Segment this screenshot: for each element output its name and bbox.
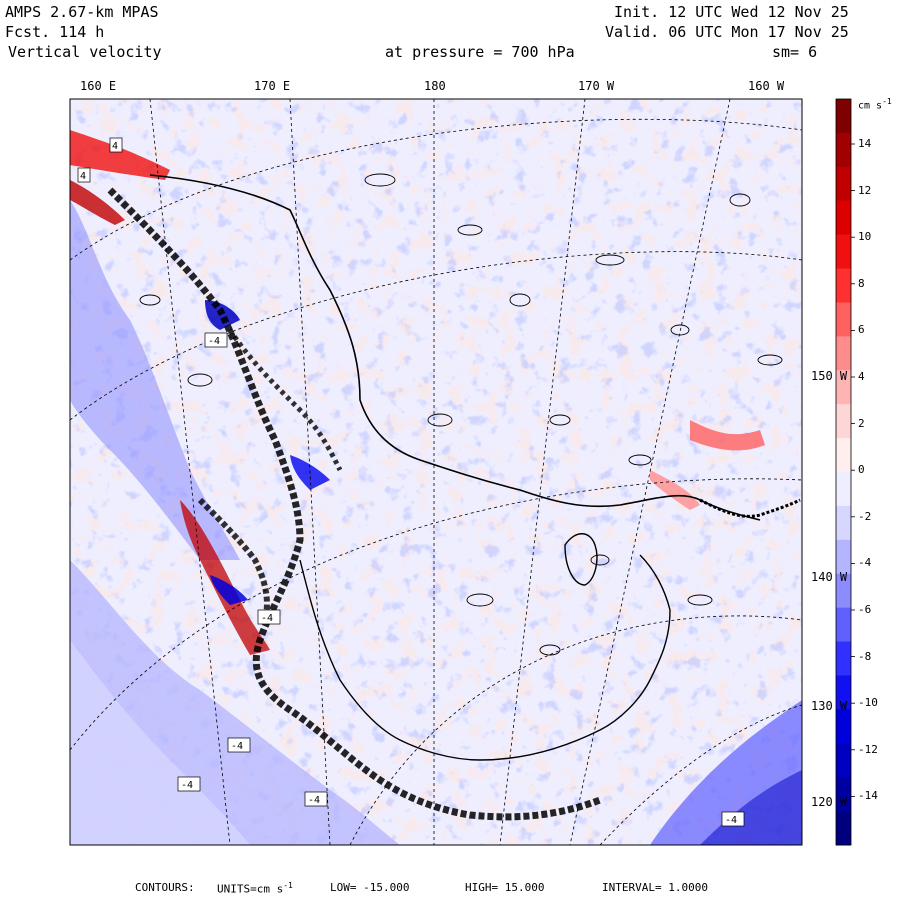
map-frame <box>69 98 803 846</box>
graticule <box>70 99 802 845</box>
model-title: AMPS 2.67-km MPAS <box>5 3 159 21</box>
lon-label-140w: 140 W <box>811 570 848 584</box>
colorbar-swatch <box>836 404 851 439</box>
colorbar-swatch <box>836 777 851 812</box>
colorbar-swatch <box>836 99 851 134</box>
lon-label-130w: 130 W <box>811 699 848 713</box>
field-name: Vertical velocity <box>8 43 162 61</box>
footer-units: UNITS=cm s-1 <box>217 881 293 896</box>
valid-time: Valid. 06 UTC Mon 17 Nov 25 <box>605 23 849 41</box>
colorbar-swatch <box>836 641 851 676</box>
contour-label-blue: -4 <box>181 780 193 791</box>
colorbar-tick-label: 12 <box>858 183 872 197</box>
lon-label-120w: 120 W <box>811 795 848 809</box>
contour-lines <box>139 173 783 656</box>
footer-high: HIGH= 15.000 <box>465 881 545 894</box>
colorbar-swatch <box>836 573 851 609</box>
contour-label-blue: -4 <box>261 613 273 624</box>
colorbar-tick-label: -14 <box>858 789 878 803</box>
footer-interval: INTERVAL= 1.0000 <box>602 881 708 894</box>
contour-label-blue: -4 <box>725 815 737 826</box>
grounding-line <box>299 554 671 761</box>
colorbar-units: cm s-1 <box>858 97 892 112</box>
lon-label-160w: 160 W <box>748 79 785 93</box>
blue-region-west <box>70 200 240 560</box>
colorbar-swatch <box>836 709 851 744</box>
contour-label-blue: -4 <box>231 741 243 752</box>
mountain-ridge <box>107 187 602 821</box>
footer-low: LOW= -15.000 <box>330 881 410 894</box>
colorbar-tick-label: 6 <box>858 323 865 337</box>
colorbar-tick-label: -12 <box>858 742 878 756</box>
colorbar-swatch <box>836 607 851 643</box>
colorbar-swatch <box>836 505 851 541</box>
colorbar-swatch <box>836 743 851 778</box>
colorbar-swatch <box>836 268 851 303</box>
colorbar-tick-label: 10 <box>858 230 872 244</box>
contour-label-red: 4 <box>112 141 118 152</box>
lon-label-170w: 170 W <box>578 79 615 93</box>
contour-label-blue: -4 <box>208 336 220 347</box>
lon-label-180: 180 <box>424 79 446 93</box>
red-band-mountains <box>180 500 270 655</box>
colorbar-tick-label: -4 <box>858 556 872 570</box>
colorbar-tick-label: -10 <box>858 696 878 710</box>
colorbar-tick-label: 2 <box>858 416 865 430</box>
red-band-nw <box>70 130 170 180</box>
colorbar-tick-label: 4 <box>858 370 865 383</box>
contour-label-red: 4 <box>80 171 86 182</box>
pressure-level: at pressure = 700 hPa <box>385 43 575 61</box>
colorbar-swatch <box>836 234 851 270</box>
colorbar-tick-label: -6 <box>858 603 872 616</box>
colorbar-tick-label: 14 <box>858 137 872 150</box>
colorbar-tick-label: 8 <box>858 276 865 290</box>
lon-label-160e: 160 E <box>80 79 117 93</box>
colorbar-swatch <box>836 370 851 405</box>
colorbar <box>835 98 855 846</box>
colorbar-tick-label: -8 <box>858 649 872 663</box>
colorbar-tick-label: -2 <box>858 509 872 523</box>
colorbar-swatch <box>836 539 851 575</box>
init-time: Init. 12 UTC Wed 12 Nov 25 <box>614 3 849 21</box>
colorbar-swatch <box>836 472 851 507</box>
forecast-hour: Fcst. 114 h <box>5 23 105 41</box>
smoothing-value: sm= 6 <box>772 43 818 61</box>
coastline <box>149 174 761 521</box>
colorbar-swatch <box>836 438 851 473</box>
colorbar-swatch <box>836 166 851 202</box>
colorbar-swatch <box>836 811 851 846</box>
contour-label-blue: -4 <box>308 795 320 806</box>
colorbar-swatch <box>836 132 851 168</box>
colorbar-swatch <box>836 200 851 236</box>
contour-labels: 4 4 -4 -4 -4 -4 -4 -4 <box>77 137 745 827</box>
footer-contours: CONTOURS: <box>135 881 195 894</box>
lon-label-150w: 150 W <box>811 369 848 383</box>
colorbar-swatch <box>836 302 851 337</box>
lon-label-170e: 170 E <box>254 79 291 93</box>
colorbar-swatch <box>836 336 851 371</box>
colorbar-tick-label: 0 <box>858 463 865 477</box>
colorbar-swatch <box>836 675 851 710</box>
